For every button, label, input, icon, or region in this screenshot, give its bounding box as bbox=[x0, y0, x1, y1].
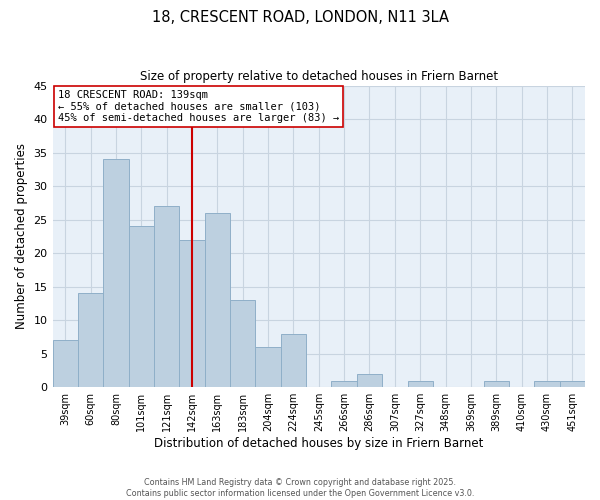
Y-axis label: Number of detached properties: Number of detached properties bbox=[15, 144, 28, 330]
Bar bbox=[331, 380, 357, 387]
Bar bbox=[205, 213, 230, 387]
Title: Size of property relative to detached houses in Friern Barnet: Size of property relative to detached ho… bbox=[140, 70, 498, 83]
Bar bbox=[560, 380, 585, 387]
Bar bbox=[256, 347, 281, 387]
Bar bbox=[154, 206, 179, 387]
Bar bbox=[53, 340, 78, 387]
Bar bbox=[103, 160, 128, 387]
Bar bbox=[230, 300, 256, 387]
Bar bbox=[179, 240, 205, 387]
Text: 18 CRESCENT ROAD: 139sqm
← 55% of detached houses are smaller (103)
45% of semi-: 18 CRESCENT ROAD: 139sqm ← 55% of detach… bbox=[58, 90, 339, 124]
Bar bbox=[357, 374, 382, 387]
Bar bbox=[407, 380, 433, 387]
Bar bbox=[534, 380, 560, 387]
Bar bbox=[128, 226, 154, 387]
Text: 18, CRESCENT ROAD, LONDON, N11 3LA: 18, CRESCENT ROAD, LONDON, N11 3LA bbox=[151, 10, 449, 25]
Text: Contains HM Land Registry data © Crown copyright and database right 2025.
Contai: Contains HM Land Registry data © Crown c… bbox=[126, 478, 474, 498]
X-axis label: Distribution of detached houses by size in Friern Barnet: Distribution of detached houses by size … bbox=[154, 437, 484, 450]
Bar bbox=[78, 294, 103, 387]
Bar bbox=[281, 334, 306, 387]
Bar bbox=[484, 380, 509, 387]
